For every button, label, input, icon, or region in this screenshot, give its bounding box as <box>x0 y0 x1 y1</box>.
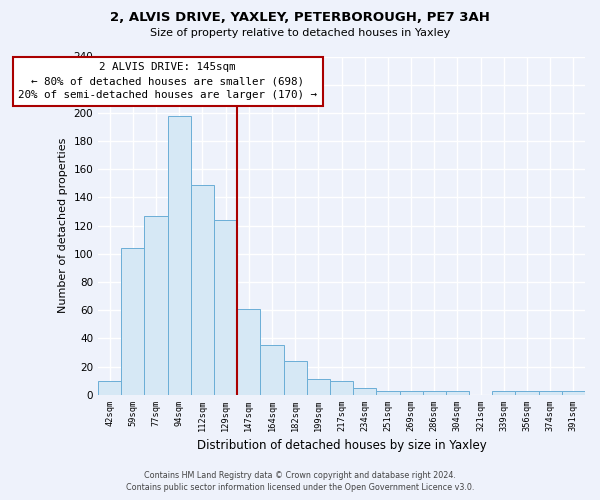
Bar <box>562 390 585 395</box>
Bar <box>330 380 353 395</box>
Text: Contains HM Land Registry data © Crown copyright and database right 2024.
Contai: Contains HM Land Registry data © Crown c… <box>126 471 474 492</box>
Bar <box>376 390 400 395</box>
Bar <box>98 380 121 395</box>
Bar <box>422 390 446 395</box>
Y-axis label: Number of detached properties: Number of detached properties <box>58 138 68 314</box>
Bar <box>284 361 307 395</box>
Bar <box>307 380 330 395</box>
Bar <box>353 388 376 395</box>
Text: 2 ALVIS DRIVE: 145sqm
← 80% of detached houses are smaller (698)
20% of semi-det: 2 ALVIS DRIVE: 145sqm ← 80% of detached … <box>18 62 317 100</box>
X-axis label: Distribution of detached houses by size in Yaxley: Distribution of detached houses by size … <box>197 440 487 452</box>
Bar <box>191 185 214 395</box>
Bar <box>167 116 191 395</box>
Bar <box>492 390 515 395</box>
Bar <box>446 390 469 395</box>
Bar <box>260 346 284 395</box>
Bar <box>539 390 562 395</box>
Text: Size of property relative to detached houses in Yaxley: Size of property relative to detached ho… <box>150 28 450 38</box>
Text: 2, ALVIS DRIVE, YAXLEY, PETERBOROUGH, PE7 3AH: 2, ALVIS DRIVE, YAXLEY, PETERBOROUGH, PE… <box>110 11 490 24</box>
Bar <box>145 216 167 395</box>
Bar <box>214 220 237 395</box>
Bar <box>400 390 422 395</box>
Bar <box>121 248 145 395</box>
Bar <box>515 390 539 395</box>
Bar <box>237 309 260 395</box>
